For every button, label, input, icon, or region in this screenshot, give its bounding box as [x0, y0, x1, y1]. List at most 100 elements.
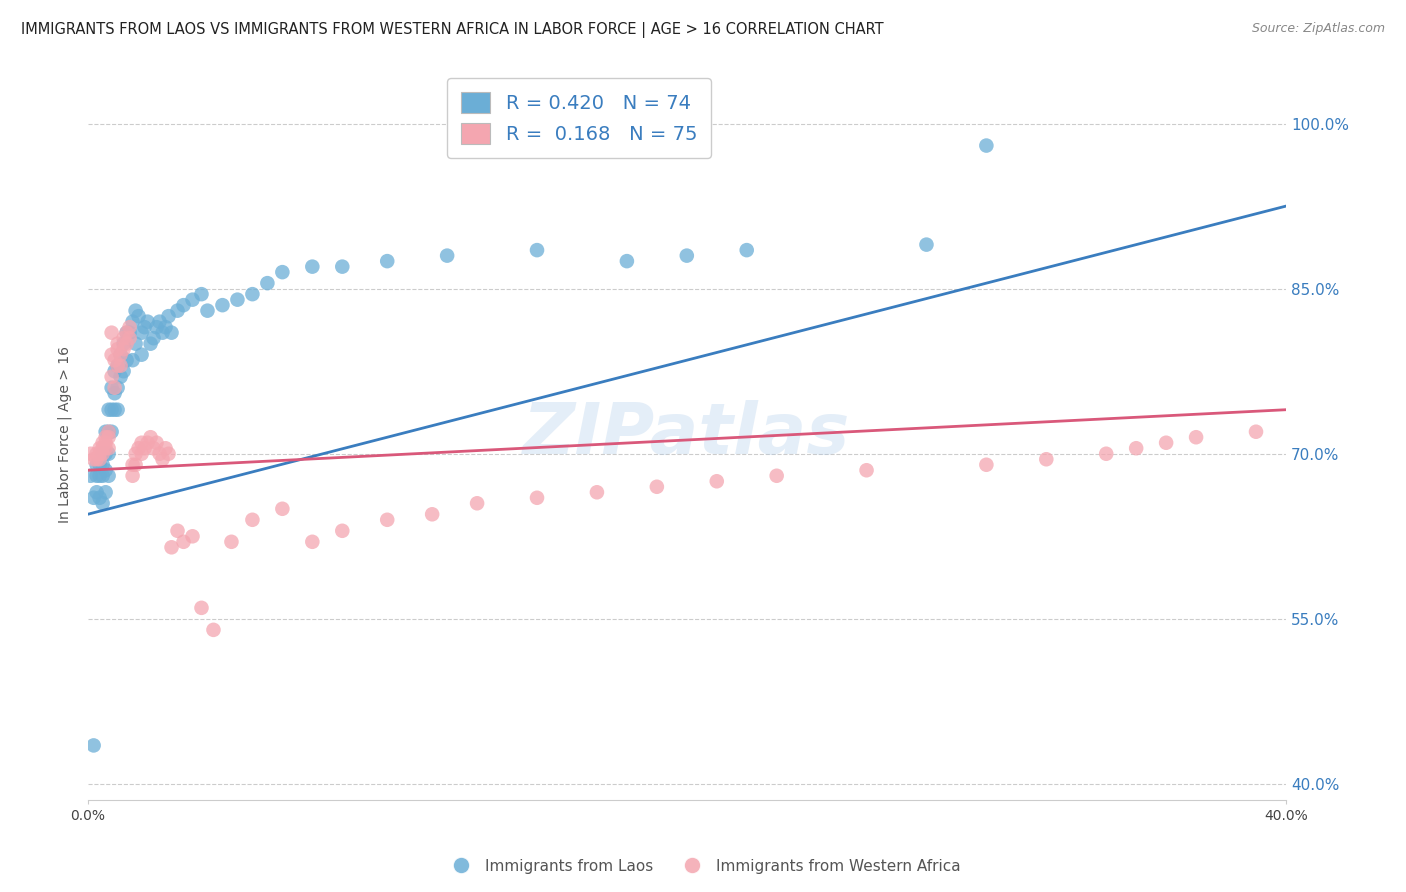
Point	[104, 364, 127, 378]
Point	[94, 442, 117, 456]
Point	[242, 287, 264, 301]
Point	[91, 496, 114, 510]
Point	[110, 348, 132, 362]
Point	[115, 336, 138, 351]
Point	[118, 320, 141, 334]
Point	[301, 260, 323, 274]
Point	[526, 491, 548, 505]
Point	[131, 435, 153, 450]
Point	[1125, 442, 1147, 456]
Point	[131, 326, 153, 340]
Point	[89, 458, 111, 472]
Point	[181, 293, 204, 307]
Point	[271, 501, 294, 516]
Point	[79, 447, 101, 461]
Point	[128, 309, 150, 323]
Point	[86, 468, 108, 483]
Point	[142, 331, 165, 345]
Point	[89, 452, 111, 467]
Point	[226, 293, 249, 307]
Point	[115, 326, 138, 340]
Point	[1035, 452, 1057, 467]
Point	[100, 369, 122, 384]
Point	[173, 534, 195, 549]
Point	[166, 303, 188, 318]
Point	[145, 320, 167, 334]
Point	[155, 442, 177, 456]
Point	[104, 386, 127, 401]
Point	[112, 336, 135, 351]
Point	[94, 425, 117, 439]
Point	[110, 348, 132, 362]
Point	[131, 447, 153, 461]
Point	[221, 534, 243, 549]
Point	[465, 496, 488, 510]
Point	[112, 364, 135, 378]
Point	[301, 534, 323, 549]
Point	[124, 458, 146, 472]
Legend: Immigrants from Laos, Immigrants from Western Africa: Immigrants from Laos, Immigrants from We…	[439, 853, 967, 880]
Point	[148, 447, 170, 461]
Point	[100, 381, 122, 395]
Point	[115, 326, 138, 340]
Point	[1095, 447, 1118, 461]
Point	[173, 298, 195, 312]
Point	[100, 326, 122, 340]
Point	[107, 381, 129, 395]
Point	[107, 359, 129, 373]
Point	[160, 326, 183, 340]
Point	[121, 353, 143, 368]
Point	[91, 442, 114, 456]
Point	[79, 468, 101, 483]
Point	[181, 529, 204, 543]
Point	[83, 739, 105, 753]
Point	[645, 480, 668, 494]
Point	[86, 447, 108, 461]
Point	[675, 249, 697, 263]
Point	[616, 254, 638, 268]
Point	[115, 353, 138, 368]
Point	[97, 425, 120, 439]
Text: IMMIGRANTS FROM LAOS VS IMMIGRANTS FROM WESTERN AFRICA IN LABOR FORCE | AGE > 16: IMMIGRANTS FROM LAOS VS IMMIGRANTS FROM …	[21, 22, 884, 38]
Y-axis label: In Labor Force | Age > 16: In Labor Force | Age > 16	[58, 346, 72, 523]
Point	[94, 435, 117, 450]
Point	[735, 243, 758, 257]
Point	[1185, 430, 1208, 444]
Point	[97, 468, 120, 483]
Point	[86, 458, 108, 472]
Point	[97, 402, 120, 417]
Point	[94, 430, 117, 444]
Point	[1154, 435, 1177, 450]
Point	[89, 447, 111, 461]
Point	[112, 331, 135, 345]
Point	[91, 447, 114, 461]
Point	[330, 524, 353, 538]
Point	[915, 237, 938, 252]
Point	[124, 303, 146, 318]
Point	[136, 315, 159, 329]
Point	[586, 485, 609, 500]
Point	[190, 287, 212, 301]
Point	[134, 442, 156, 456]
Point	[976, 138, 998, 153]
Point	[128, 442, 150, 456]
Point	[256, 276, 278, 290]
Point	[97, 425, 120, 439]
Point	[100, 402, 122, 417]
Point	[107, 359, 129, 373]
Point	[91, 468, 114, 483]
Point	[131, 348, 153, 362]
Point	[526, 243, 548, 257]
Point	[94, 463, 117, 477]
Legend: R = 0.420   N = 74, R =  0.168   N = 75: R = 0.420 N = 74, R = 0.168 N = 75	[447, 78, 710, 158]
Point	[89, 442, 111, 456]
Point	[104, 381, 127, 395]
Point	[83, 491, 105, 505]
Point	[152, 326, 174, 340]
Point	[271, 265, 294, 279]
Point	[136, 435, 159, 450]
Point	[139, 336, 162, 351]
Point	[97, 447, 120, 461]
Point	[242, 513, 264, 527]
Point	[100, 348, 122, 362]
